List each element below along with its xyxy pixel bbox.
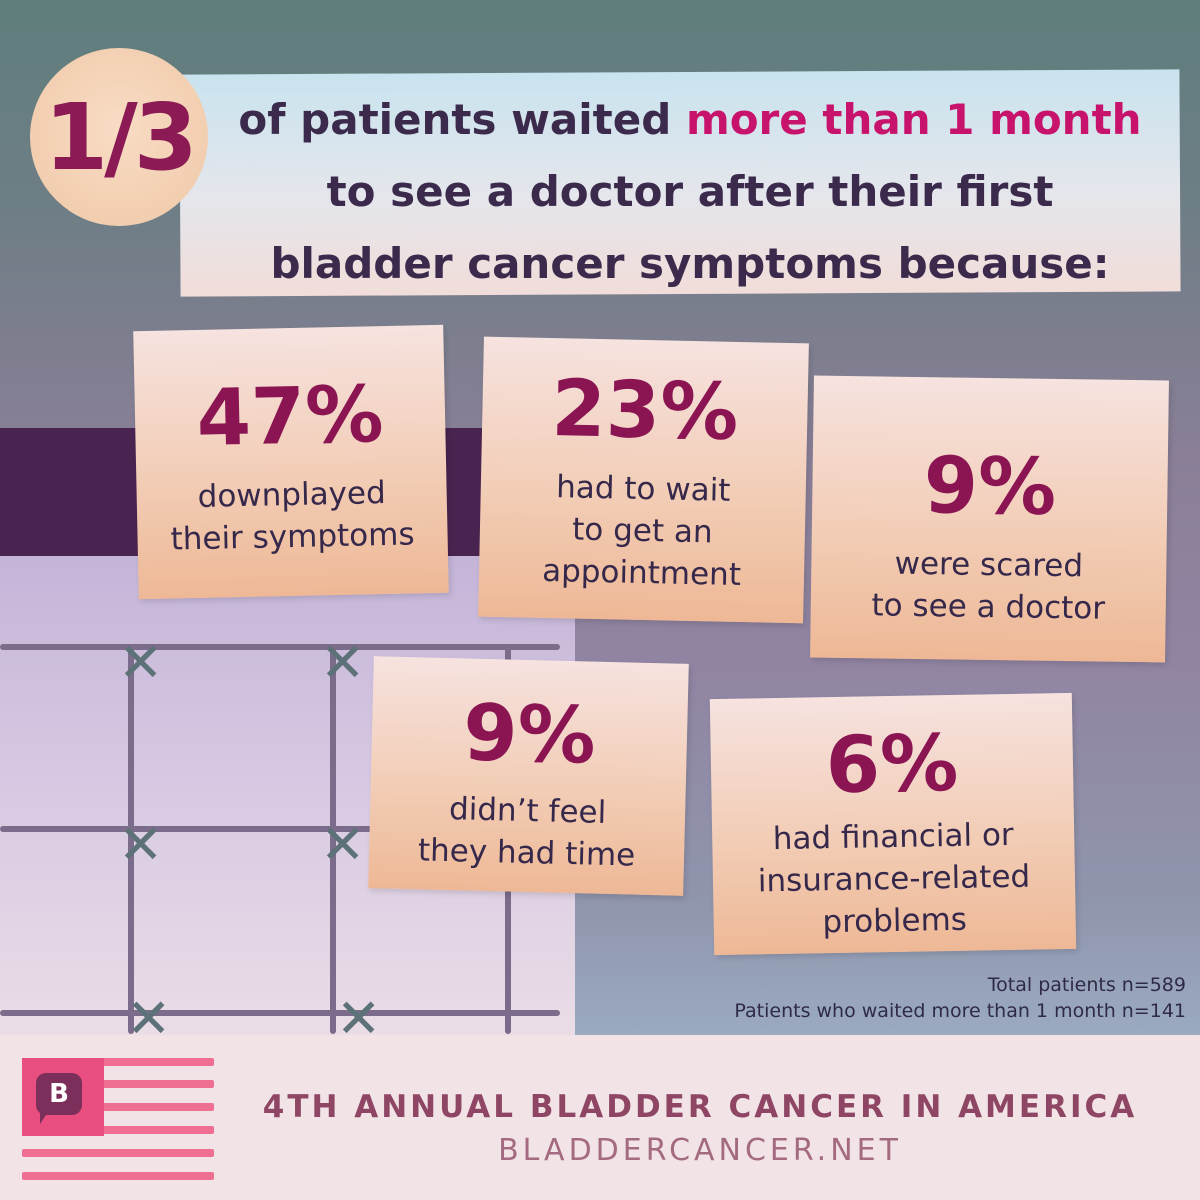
logo-badge-tail — [40, 1112, 48, 1124]
waited-patients-text: Patients who waited more than 1 month n=… — [734, 1000, 1186, 1022]
reason-card: 9% didn’t feel they had time — [368, 656, 689, 896]
reason-percent: 9% — [462, 688, 597, 782]
logo-letter-badge: B — [36, 1073, 82, 1115]
headline-line-3: bladder cancer symptoms because: — [270, 239, 1110, 288]
reason-percent: 6% — [824, 718, 959, 812]
total-patients-text: Total patients n=589 — [987, 974, 1186, 996]
footer-url: BLADDERCANCER.NET — [498, 1133, 902, 1168]
reason-percent: 23% — [550, 364, 740, 458]
logo-stripe — [22, 1126, 214, 1134]
headline-text: of patients waited — [238, 95, 686, 144]
calendar-grid-line — [0, 826, 560, 832]
calendar-x-mark-icon: ✕ — [118, 631, 164, 694]
logo-stripe — [22, 1103, 214, 1111]
infographic-scene: ✕ ✕ ✕ ✕ ✕ ✕ 1/3 of patients waited more … — [0, 48, 1186, 1036]
reason-text-line: they had time — [417, 832, 636, 874]
headline: of patients waited more than 1 month to … — [205, 84, 1175, 300]
reason-percent: 9% — [923, 441, 1057, 533]
calendar-x-mark-icon: ✕ — [126, 987, 172, 1036]
reason-card: 47% downplayed their symptoms — [133, 324, 449, 600]
headline-line-1: of patients waited more than 1 month — [205, 84, 1175, 156]
bladdercancer-logo-icon — [22, 1058, 214, 1184]
calendar-x-mark-icon: ✕ — [336, 987, 382, 1036]
calendar-x-mark-icon: ✕ — [118, 813, 164, 876]
reason-text-line: were scared — [894, 545, 1084, 585]
calendar-x-mark-icon: ✕ — [320, 631, 366, 694]
reason-text-line: their symptoms — [170, 516, 415, 558]
calendar-grid-line — [0, 644, 560, 650]
reason-percent: 47% — [195, 370, 385, 464]
reason-card: 23% had to wait to get an appointment — [478, 336, 809, 624]
logo-stripe — [22, 1149, 214, 1157]
headline-line-2: to see a doctor after their first — [326, 167, 1054, 216]
calendar-grid-line — [330, 644, 336, 1034]
reason-text-line: insurance-related — [757, 858, 1031, 900]
logo-stripe — [22, 1080, 214, 1088]
fraction-value: 1/3 — [44, 83, 198, 191]
logo-stripe — [22, 1058, 214, 1066]
reason-text-line: problems — [822, 901, 968, 941]
headline-accent: more than 1 month — [685, 95, 1142, 144]
reason-text-line: appointment — [541, 552, 742, 594]
reason-text-line: downplayed — [197, 475, 387, 515]
reason-text-line: to get an — [571, 511, 713, 551]
calendar-grid-line — [128, 644, 134, 1034]
footer-title: 4TH ANNUAL BLADDER CANCER IN AMERICA — [262, 1089, 1138, 1125]
reason-text-line: had financial or — [772, 816, 1014, 858]
calendar-x-mark-icon: ✕ — [320, 813, 366, 876]
calendar-grid-line — [0, 1010, 560, 1016]
sample-size-note: Total patients n=589 Patients who waited… — [734, 972, 1186, 1024]
reason-card: 6% had financial or insurance-related pr… — [709, 692, 1077, 956]
reason-card: 9% were scared to see a doctor — [810, 375, 1169, 663]
logo-stripe — [22, 1172, 214, 1180]
reason-text-line: to see a doctor — [871, 587, 1106, 627]
reason-text-line: had to wait — [555, 469, 731, 509]
fraction-badge: 1/3 — [30, 48, 208, 226]
